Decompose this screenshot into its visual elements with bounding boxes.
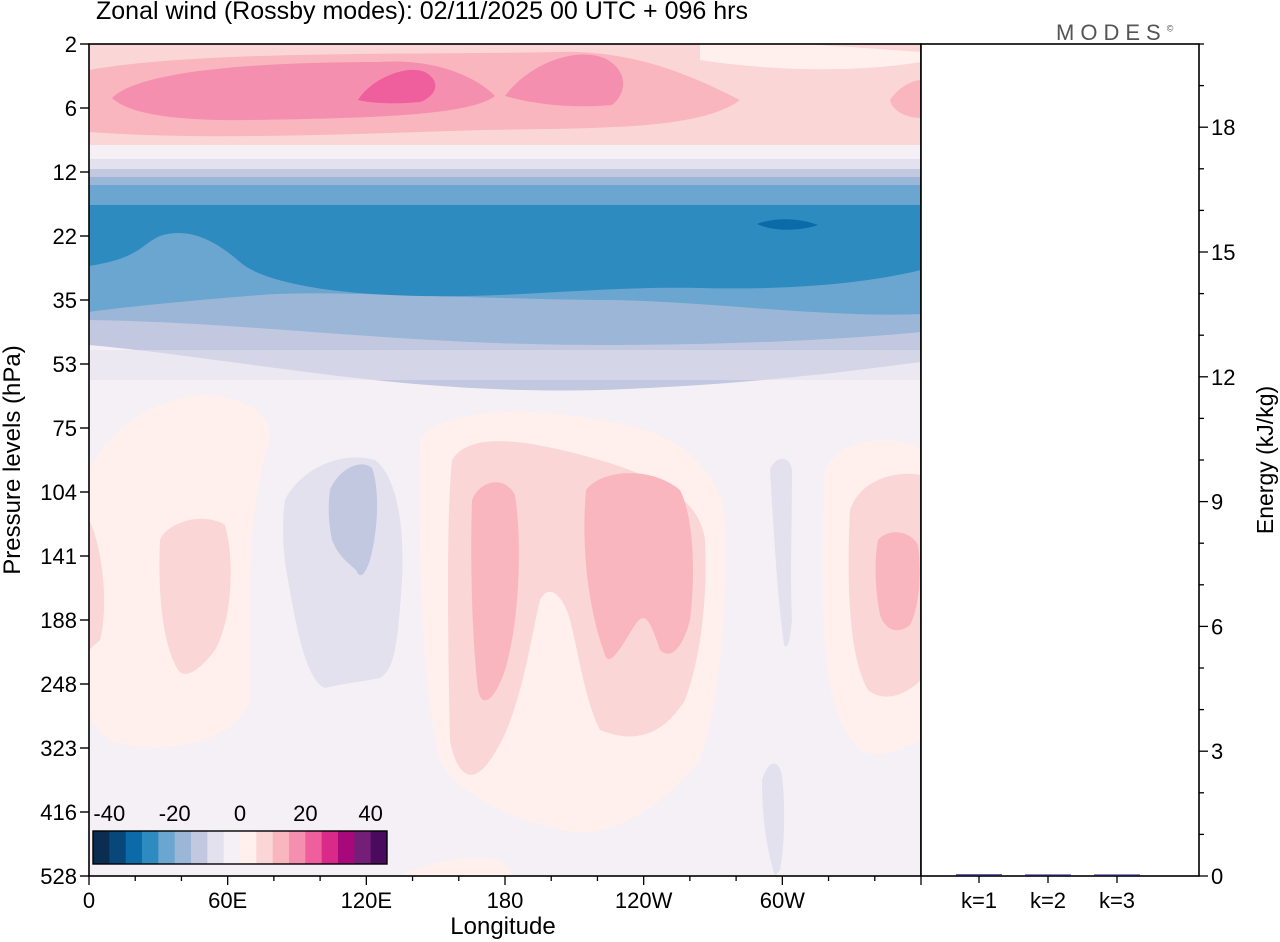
contour-upper-pale: [700, 44, 921, 70]
colorbar-tick-label: -20: [159, 801, 191, 826]
x-tick-label: 60E: [208, 888, 247, 913]
contour-trop-mid-b1: [471, 482, 519, 701]
y-tick-label: 528: [40, 864, 77, 889]
y-axis-label: Pressure levels (hPa): [0, 345, 26, 574]
colorbar-tick-label: -40: [93, 801, 125, 826]
colorbar-swatch: [272, 831, 290, 864]
colorbar-tick-label: 20: [293, 801, 317, 826]
colorbar-tick-label: 40: [358, 801, 382, 826]
contour-trop-pale-d: [400, 858, 515, 876]
energy-bar: [1094, 874, 1140, 876]
modes-logo: MODES©: [1056, 20, 1173, 46]
energy-bar: [956, 874, 1002, 876]
energy-axis-label: Energy (kJ/kg): [1252, 386, 1278, 534]
contour-trop-mid-b2: [584, 473, 693, 660]
contour-trop-east-a-core: [328, 464, 378, 576]
contour-trop-mid-c: [875, 532, 920, 631]
contour-field: [89, 44, 921, 876]
chart-title: Zonal wind (Rossby modes): 02/11/2025 00…: [96, 0, 748, 25]
logo-text: MODES: [1056, 20, 1167, 45]
x-tick-label: 180: [487, 888, 524, 913]
colorbar-swatch: [370, 831, 388, 864]
energy-tick-label: 18: [1211, 115, 1235, 140]
y-tick-label: 75: [53, 416, 77, 441]
colorbar-swatch: [109, 831, 127, 864]
y-tick-label: 6: [65, 96, 77, 121]
contour-trop-light-a: [159, 518, 231, 674]
contour-trop-east-b: [770, 458, 792, 647]
y-tick-label: 35: [53, 288, 77, 313]
colorbar-swatch: [191, 831, 208, 864]
energy-bars: k=1 k=2 k=3: [956, 874, 1140, 913]
logo-mark: ©: [1166, 23, 1174, 34]
colorbar-swatch: [93, 831, 110, 864]
colorbar-swatch: [207, 831, 225, 864]
y-tick-label: 53: [53, 352, 77, 377]
energy-bar: [1025, 874, 1071, 876]
colorbar-swatch: [321, 831, 339, 864]
x-tick-label: 60W: [760, 888, 805, 913]
y-tick-label: 416: [40, 800, 77, 825]
contour-upper-east: [890, 80, 921, 118]
energy-axis: 0 3 6 9 12 15 18: [1199, 43, 1235, 889]
colorbar-swatch: [223, 831, 241, 864]
y-tick-label: 323: [40, 736, 77, 761]
y-tick-label: 141: [40, 544, 77, 569]
contour-jet-max: [757, 219, 818, 230]
pressure-axis: 2 6 12 22 35 53 75 104 141 188 248 323 416 528: [40, 32, 89, 889]
y-tick-label: 104: [40, 480, 77, 505]
colorbar-swatch: [256, 831, 274, 864]
energy-panel-frame: [920, 43, 1200, 877]
energy-tick-label: 0: [1211, 864, 1223, 889]
y-tick-label: 22: [53, 224, 77, 249]
energy-tick-label: 3: [1211, 739, 1223, 764]
colorbar-swatch: [174, 831, 192, 864]
y-tick-label: 12: [53, 160, 77, 185]
colorbar-swatch: [289, 831, 306, 864]
colorbar-swatch: [305, 831, 323, 864]
colorbar-swatch: [240, 831, 257, 864]
x-tick-label: 0: [83, 888, 95, 913]
y-tick-label: 188: [40, 608, 77, 633]
energy-category-label: k=1: [961, 888, 997, 913]
colorbar-swatch: [142, 831, 159, 864]
colorbar-swatch: [125, 831, 143, 864]
colorbar-tick-label: 0: [234, 801, 246, 826]
energy-tick-label: 9: [1211, 490, 1223, 515]
contour-upper-core: [358, 69, 436, 104]
contour-upper-pink-2: [505, 54, 624, 107]
longitude-axis: 0 60E 120E 180 120W 60W: [83, 876, 922, 913]
energy-tick-label: 6: [1211, 614, 1223, 639]
contour-jet-core: [89, 205, 921, 297]
energy-category-label: k=2: [1030, 888, 1066, 913]
colorbar-swatch: [354, 831, 372, 864]
energy-tick-label: 15: [1211, 240, 1235, 265]
x-tick-label: 120E: [341, 888, 392, 913]
energy-tick-label: 12: [1211, 365, 1235, 390]
y-tick-label: 248: [40, 672, 77, 697]
colorbar-frame: [92, 830, 388, 865]
contour-trop-light-a2: [89, 520, 105, 650]
y-tick-label: 2: [65, 32, 77, 57]
energy-category-label: k=3: [1099, 888, 1135, 913]
x-axis-label: Longitude: [450, 913, 555, 940]
x-tick-label: 120W: [615, 888, 673, 913]
colorbar: -40 -20 0 20 40: [92, 801, 388, 865]
colorbar-swatch: [338, 831, 355, 864]
colorbar-swatch: [158, 831, 176, 864]
contour-trop-east-c: [762, 763, 785, 876]
